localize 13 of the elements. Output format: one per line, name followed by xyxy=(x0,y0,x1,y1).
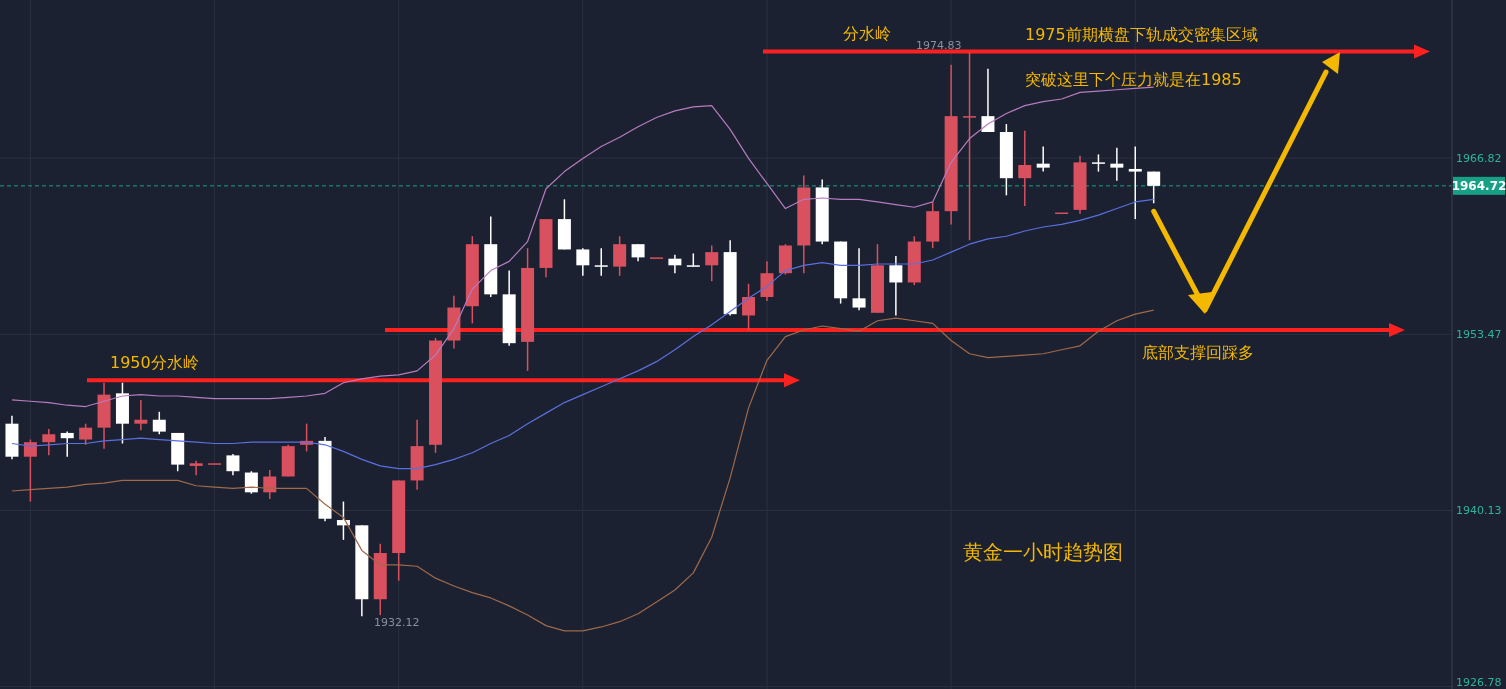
ref-line-label: 分水岭 xyxy=(843,24,891,44)
y-tick-label: 1966.82 xyxy=(1456,152,1502,166)
y-tick-label: 1940.13 xyxy=(1456,504,1502,518)
y-tick-label: 1953.47 xyxy=(1456,328,1502,342)
annotation: 突破这里下个压力就是在1985 xyxy=(1025,70,1242,89)
annotation: 1975前期横盘下轨成交密集区域 xyxy=(1025,25,1258,44)
ref-line-label: 1964.72 xyxy=(1451,179,1506,194)
ref-line-label: 1950分水岭 xyxy=(110,353,199,373)
annotation: 1932.12 xyxy=(374,616,420,629)
y-tick-label: 1926.78 xyxy=(1456,676,1502,689)
text: 黄金一小时趋势图 xyxy=(963,540,1123,564)
ref-line-label: 底部支撑回踩多 xyxy=(1142,342,1254,362)
annotation: 1974.83 xyxy=(916,39,962,53)
